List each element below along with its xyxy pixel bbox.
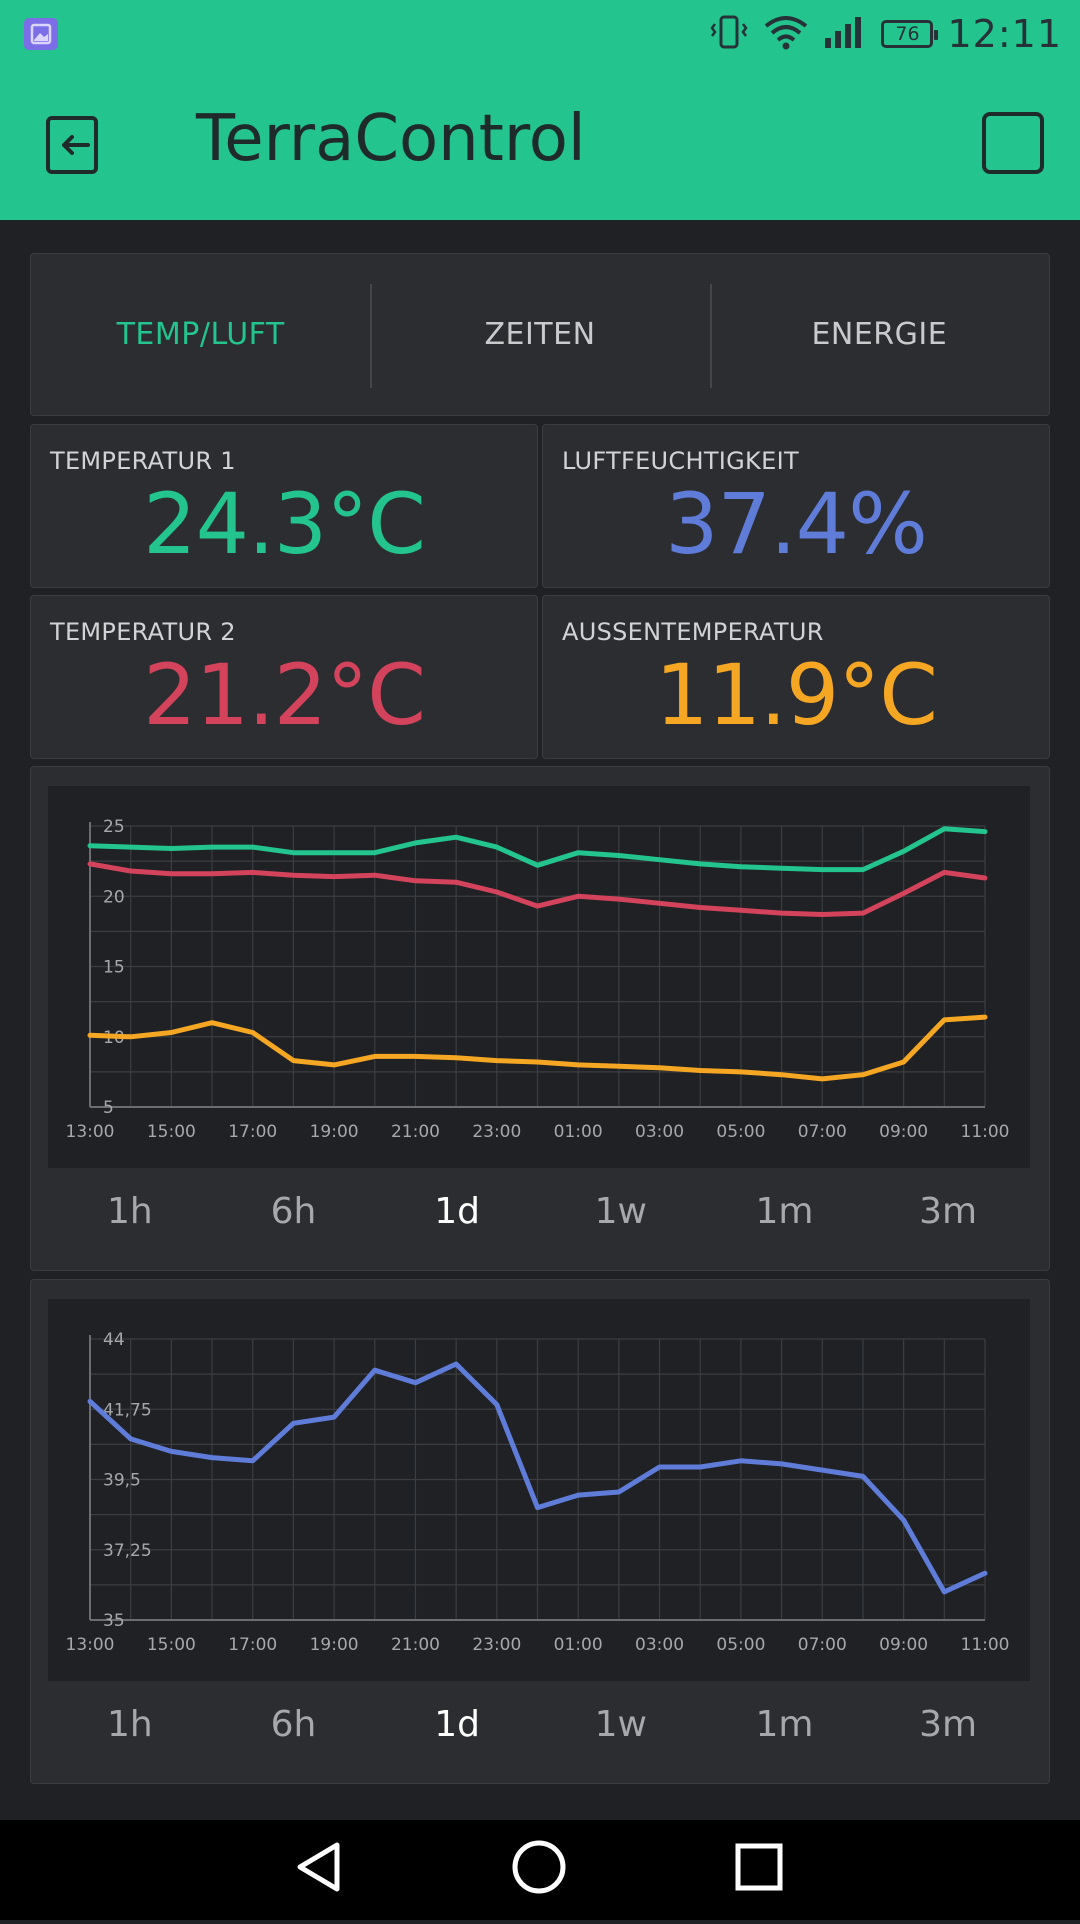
range-1d[interactable]: 1d — [434, 1190, 481, 1232]
recents-icon[interactable] — [735, 1843, 783, 1891]
x-tick-label: 11:00 — [961, 1122, 1010, 1142]
range-1m[interactable]: 1m — [755, 1703, 814, 1745]
exit-icon[interactable] — [44, 112, 110, 178]
y-tick-label: 25 — [103, 817, 125, 837]
x-tick-label: 07:00 — [798, 1122, 847, 1142]
value-display-temperatur-2: TEMPERATUR 2 21.2°C — [30, 595, 538, 759]
chart-area-humidity: 44 41,75 39,5 37,25 35 13:00 15:00 17:00 19:00 21… — [48, 1299, 1030, 1681]
battery-level: 76 — [895, 23, 920, 45]
value-number: 21.2°C — [143, 646, 426, 744]
y-tick-label: 20 — [103, 887, 125, 907]
tab-bar: TEMP/LUFT ZEITEN ENERGIE — [30, 253, 1050, 416]
y-tick-label: 44 — [103, 1330, 125, 1350]
battery-icon: 76 — [881, 20, 939, 48]
x-tick-label: 03:00 — [635, 1635, 684, 1655]
range-6h[interactable]: 6h — [270, 1703, 317, 1745]
x-tick-label: 03:00 — [635, 1122, 684, 1142]
tab-energie[interactable]: ENERGIE — [709, 254, 1049, 415]
range-selector-temperature: 1h 6h 1d 1w 1m 3m — [48, 1171, 1030, 1251]
y-tick-label: 39,5 — [103, 1471, 141, 1491]
value-label: LUFTFEUCHTIGKEIT — [562, 447, 799, 475]
x-tick-label: 11:00 — [961, 1635, 1010, 1655]
y-tick-label: 15 — [103, 958, 125, 978]
chart-area-temperature: 25 20 15 10 5 13:00 15:00 17:00 19:00 21:00 23:00 0… — [48, 786, 1030, 1168]
x-tick-label: 13:00 — [66, 1635, 115, 1655]
tab-zeiten[interactable]: ZEITEN — [370, 254, 709, 415]
x-tick-label: 05:00 — [716, 1122, 765, 1142]
value-label: TEMPERATUR 2 — [50, 618, 236, 646]
x-tick-label: 21:00 — [391, 1122, 440, 1142]
range-3m[interactable]: 3m — [919, 1190, 978, 1232]
x-tick-label: 01:00 — [554, 1635, 603, 1655]
square-icon[interactable] — [982, 112, 1044, 174]
clock: 12:11 — [947, 12, 1062, 56]
range-1w[interactable]: 1w — [594, 1703, 647, 1745]
value-number: 37.4% — [665, 475, 928, 573]
x-tick-label: 23:00 — [472, 1122, 521, 1142]
humidity-chart: 44 41,75 39,5 37,25 35 13:00 15:00 17:00 19:00 21… — [66, 1330, 1010, 1655]
x-tick-label: 17:00 — [228, 1635, 277, 1655]
series-line-3 — [87, 1014, 988, 1082]
x-tick-label: 17:00 — [228, 1122, 277, 1142]
series-line-1 — [87, 826, 988, 873]
series-line-1 — [87, 1361, 988, 1595]
value-label: AUSSENTEMPERATUR — [562, 618, 824, 646]
x-tick-label: 01:00 — [554, 1122, 603, 1142]
vibrate-icon — [709, 14, 749, 54]
range-1d[interactable]: 1d — [434, 1703, 481, 1745]
y-tick-label: 5 — [103, 1098, 114, 1118]
home-icon[interactable] — [512, 1840, 566, 1894]
x-tick-label: 19:00 — [310, 1635, 359, 1655]
range-6h[interactable]: 6h — [270, 1190, 317, 1232]
x-tick-label: 09:00 — [879, 1635, 928, 1655]
x-tick-label: 15:00 — [147, 1122, 196, 1142]
range-selector-humidity: 1h 6h 1d 1w 1m 3m — [48, 1684, 1030, 1764]
value-display-temperatur-1: TEMPERATUR 1 24.3°C — [30, 424, 538, 588]
range-1w[interactable]: 1w — [594, 1190, 647, 1232]
x-tick-label: 21:00 — [391, 1635, 440, 1655]
y-tick-label: 41,75 — [103, 1400, 152, 1420]
x-tick-label: 07:00 — [798, 1635, 847, 1655]
range-1h[interactable]: 1h — [106, 1190, 153, 1232]
value-number: 24.3°C — [143, 475, 426, 573]
y-tick-label: 35 — [103, 1611, 125, 1631]
navigation-bar — [0, 1820, 1080, 1920]
x-tick-label: 13:00 — [66, 1122, 115, 1142]
value-display-luftfeuchtigkeit: LUFTFEUCHTIGKEIT 37.4% — [542, 424, 1050, 588]
signal-icon — [823, 14, 867, 54]
gallery-icon — [24, 18, 58, 50]
series-line-2 — [87, 861, 988, 917]
range-1h[interactable]: 1h — [106, 1703, 153, 1745]
app-title: TerraControl — [196, 102, 586, 176]
range-3m[interactable]: 3m — [919, 1703, 978, 1745]
tab-temp-luft[interactable]: TEMP/LUFT — [116, 317, 285, 352]
value-number: 11.9°C — [655, 646, 938, 744]
x-tick-label: 15:00 — [147, 1635, 196, 1655]
app-bar — [0, 68, 1080, 220]
x-tick-label: 05:00 — [716, 1635, 765, 1655]
value-label: TEMPERATUR 1 — [50, 447, 236, 475]
x-tick-label: 09:00 — [879, 1122, 928, 1142]
value-display-aussentemperatur: AUSSENTEMPERATUR 11.9°C — [542, 595, 1050, 759]
y-tick-label: 37,25 — [103, 1541, 152, 1561]
wifi-icon — [763, 14, 809, 54]
x-tick-label: 23:00 — [472, 1635, 521, 1655]
range-1m[interactable]: 1m — [755, 1190, 814, 1232]
status-bar: 76 12:11 — [0, 0, 1080, 68]
back-icon[interactable] — [297, 1842, 340, 1892]
x-tick-label: 19:00 — [310, 1122, 359, 1142]
